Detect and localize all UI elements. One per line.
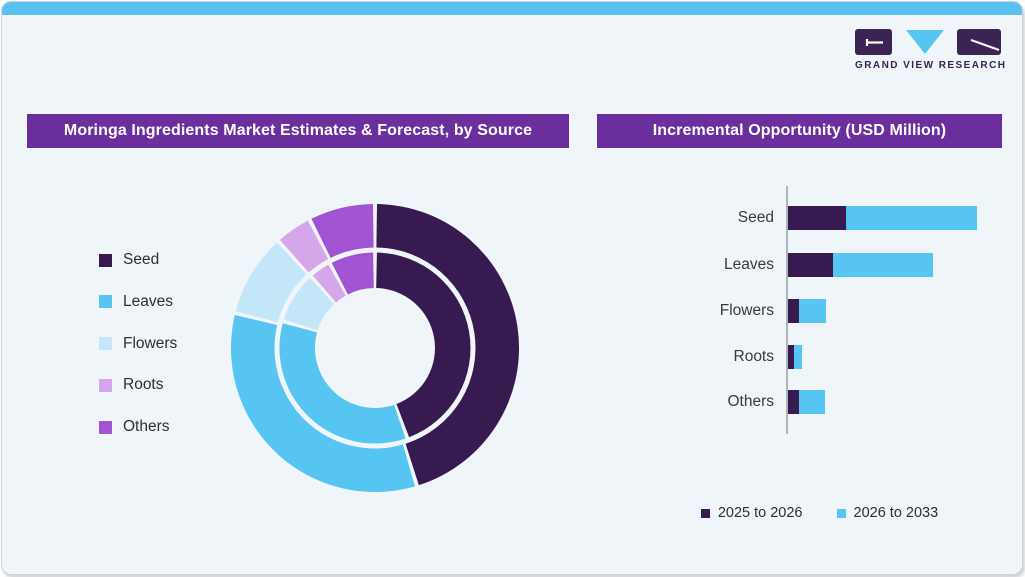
bar-segment-seed bbox=[788, 206, 846, 230]
bar-legend-item: 2026 to 2033 bbox=[836, 505, 939, 521]
legend-swatch-roots bbox=[99, 378, 112, 392]
bar-track bbox=[788, 206, 977, 230]
bar-track bbox=[788, 252, 933, 277]
legend-swatch bbox=[700, 508, 710, 518]
bar-category-label: Seed bbox=[737, 209, 774, 226]
legend-swatch-flowers bbox=[99, 337, 112, 351]
bar-segment-leaves bbox=[788, 252, 833, 277]
donut-segment-inner_ring-leaves bbox=[279, 323, 406, 444]
legend-label: 2025 to 2026 bbox=[717, 505, 803, 521]
gvr-logo: GRAND VIEW RESEARCH bbox=[855, 29, 1007, 74]
donut-segment-outer_ring-roots bbox=[279, 220, 329, 273]
legend-label: Leaves bbox=[123, 292, 173, 310]
bar-category-label: Leaves bbox=[724, 255, 774, 273]
bar-legend: 2025 to 2026 2026 to 2033 bbox=[622, 505, 1017, 521]
bar-row-roots: Roots bbox=[622, 344, 1017, 369]
bar-row-leaves: Leaves bbox=[622, 252, 1017, 277]
donut-chart bbox=[231, 204, 520, 493]
legend-swatch-others bbox=[99, 420, 112, 434]
bar-segment-roots bbox=[788, 344, 794, 369]
bar-legend-item: 2025 to 2026 bbox=[700, 505, 803, 521]
bar-chart: Seed Leaves Flowers Roots Others bbox=[622, 186, 1017, 434]
legend-label: Seed bbox=[123, 251, 160, 268]
legend-swatch-seed bbox=[99, 253, 112, 267]
legend-label: 2026 to 2033 bbox=[853, 505, 939, 521]
bar-panel-title: Incremental Opportunity (USD Million) bbox=[597, 114, 1002, 148]
legend-label: Others bbox=[123, 418, 170, 436]
legend-swatch bbox=[836, 508, 846, 518]
legend-label: Roots bbox=[123, 376, 164, 394]
bar-row-seed: Seed bbox=[622, 206, 1017, 230]
donut-segment-inner_ring-roots bbox=[312, 264, 346, 303]
bar-segment-flowers bbox=[799, 299, 826, 323]
bar-row-flowers: Flowers bbox=[622, 299, 1017, 323]
donut-segment-inner_ring-flowers bbox=[283, 278, 335, 331]
bar-track bbox=[788, 299, 826, 323]
donut-segment-inner_ring-others bbox=[331, 252, 374, 295]
bar-axis-line bbox=[786, 186, 788, 434]
donut-segment-outer_ring-leaves bbox=[231, 315, 415, 493]
donut-segment-outer_ring-flowers bbox=[235, 242, 307, 323]
donut-segment-inner_ring-seed bbox=[376, 252, 471, 438]
donut-legend-item-seed: Seed bbox=[99, 251, 159, 269]
donut-legend-item-others: Others bbox=[99, 418, 170, 436]
donut-legend-item-leaves: Leaves bbox=[99, 293, 173, 311]
bar-segment-leaves bbox=[833, 252, 933, 277]
donut-panel-title: Moringa Ingredients Market Estimates & F… bbox=[27, 114, 569, 148]
bar-segment-flowers bbox=[788, 299, 799, 323]
bar-track bbox=[788, 344, 802, 369]
logo-v-icon bbox=[905, 30, 944, 54]
bar-category-label: Others bbox=[727, 392, 774, 410]
top-accent-bar bbox=[2, 2, 1022, 15]
donut-segment-outer_ring-others bbox=[311, 204, 374, 258]
logo-r-icon bbox=[957, 29, 1001, 55]
bar-row-others: Others bbox=[622, 389, 1017, 414]
bar-segment-seed bbox=[846, 206, 977, 230]
logo-g-icon bbox=[855, 29, 892, 55]
bar-segment-roots bbox=[794, 344, 802, 369]
gvr-logo-marks bbox=[855, 29, 1001, 55]
bar-track bbox=[788, 389, 825, 414]
bar-category-label: Roots bbox=[733, 347, 775, 365]
donut-legend-item-roots: Roots bbox=[99, 376, 164, 394]
legend-swatch-leaves bbox=[99, 295, 112, 309]
bar-segment-others bbox=[788, 389, 799, 414]
gvr-logo-text: GRAND VIEW RESEARCH bbox=[855, 60, 1007, 71]
bar-category-label: Flowers bbox=[719, 302, 774, 319]
bar-segment-others bbox=[799, 389, 825, 414]
donut-legend-item-flowers: Flowers bbox=[99, 335, 177, 353]
legend-label: Flowers bbox=[123, 334, 178, 352]
donut-segment-outer_ring-seed bbox=[376, 204, 520, 486]
